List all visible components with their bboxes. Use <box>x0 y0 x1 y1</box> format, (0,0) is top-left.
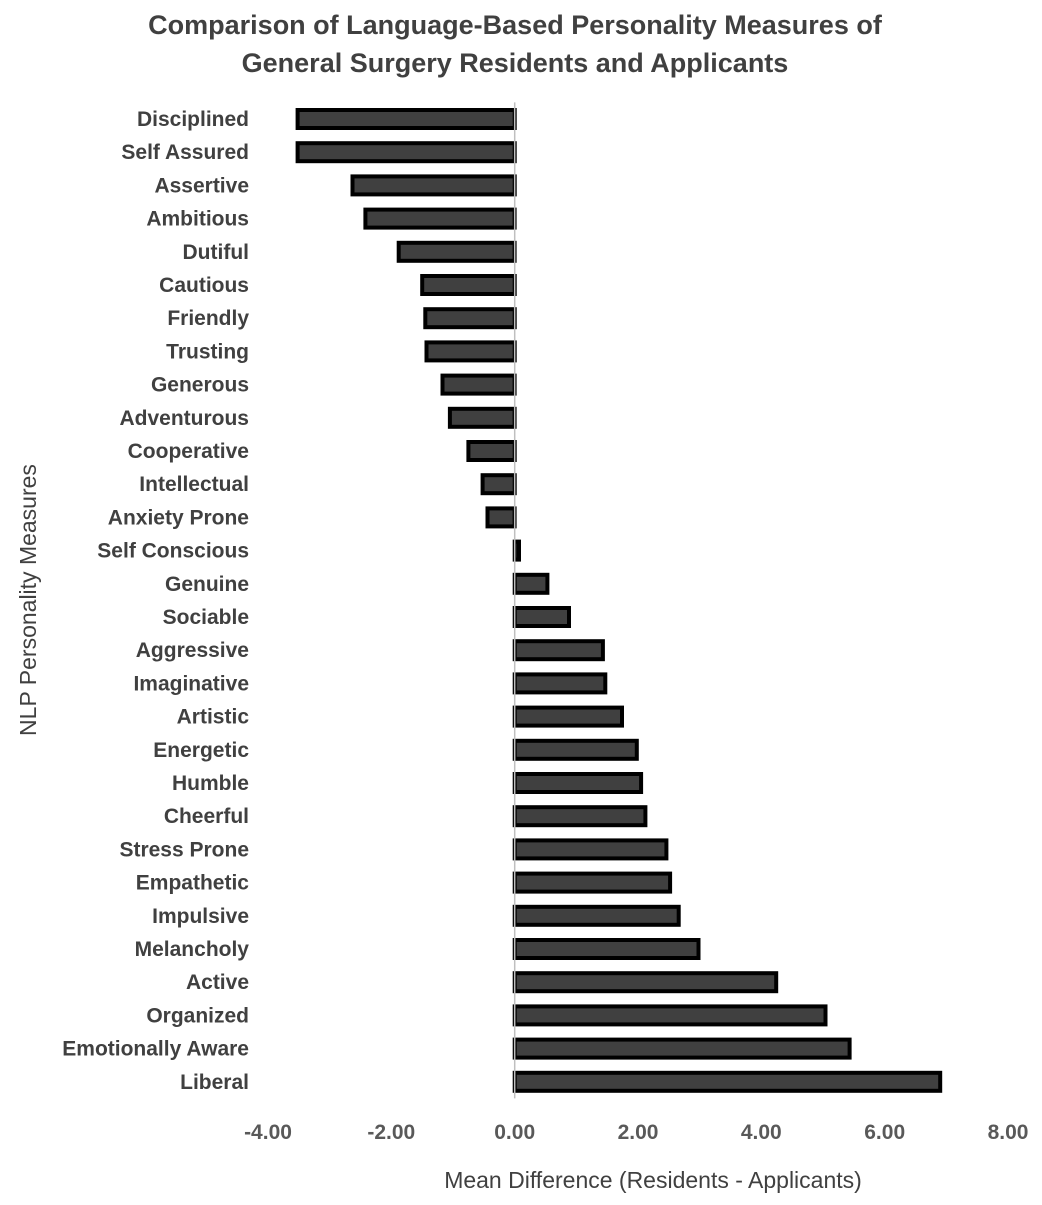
bar-genuine <box>512 572 550 595</box>
category-label-dutiful: Dutiful <box>183 241 249 264</box>
x-tick-label: 0.00 <box>494 1121 535 1144</box>
category-label-cheerful: Cheerful <box>164 805 249 828</box>
category-label-cooperative: Cooperative <box>128 440 249 463</box>
category-label-active: Active <box>186 971 249 994</box>
bar-empathetic <box>512 871 673 894</box>
category-label-adventurous: Adventurous <box>119 407 249 430</box>
category-label-generous: Generous <box>151 374 249 397</box>
category-label-energetic: Energetic <box>153 739 249 762</box>
category-label-aggressive: Aggressive <box>136 639 249 662</box>
category-label-disciplined: Disciplined <box>137 108 249 131</box>
category-label-cautious: Cautious <box>159 274 249 297</box>
bar-intellectual <box>480 473 517 496</box>
category-label-imaginative: Imaginative <box>133 672 249 695</box>
x-tick-label: 6.00 <box>864 1121 905 1144</box>
chart-title-line-2: General Surgery Residents and Applicants <box>242 48 789 78</box>
x-tick-label: 2.00 <box>618 1121 659 1144</box>
bar-friendly <box>423 307 517 330</box>
x-tick-label: -4.00 <box>244 1121 292 1144</box>
category-label-empathetic: Empathetic <box>136 872 250 895</box>
category-label-sociable: Sociable <box>163 606 249 629</box>
category-label-assertive: Assertive <box>154 174 249 197</box>
x-tick-label: -2.00 <box>367 1121 415 1144</box>
bar-organized <box>512 1004 828 1027</box>
bar-aggressive <box>512 639 605 662</box>
bar-cheerful <box>512 805 648 828</box>
bar-trusting <box>424 340 517 363</box>
x-axis-title: Mean Difference (Residents - Applicants) <box>444 1167 862 1193</box>
bar-ambitious <box>363 207 517 230</box>
y-axis-title: NLP Personality Measures <box>15 464 41 736</box>
category-label-emotionally-aware: Emotionally Aware <box>62 1038 249 1061</box>
bar-emotionally-aware <box>512 1037 852 1060</box>
category-label-self-assured: Self Assured <box>121 141 249 164</box>
category-label-humble: Humble <box>172 772 249 795</box>
bar-stress-prone <box>512 838 669 861</box>
bar-anxiety-prone <box>485 506 517 529</box>
bar-assertive <box>350 174 517 197</box>
bar-liberal <box>512 1070 943 1093</box>
bar-sociable <box>512 606 572 628</box>
category-label-melancholy: Melancholy <box>135 938 250 961</box>
bars-layer <box>295 108 943 1093</box>
category-label-liberal: Liberal <box>180 1071 249 1094</box>
bar-cautious <box>420 274 517 296</box>
category-label-trusting: Trusting <box>166 340 249 363</box>
category-label-self-conscious: Self Conscious <box>97 540 249 563</box>
category-labels: Disciplined Self Assured Assertive Ambitiou… <box>62 108 249 1094</box>
category-label-impulsive: Impulsive <box>152 905 249 928</box>
bar-cooperative <box>466 440 517 462</box>
category-label-ambitious: Ambitious <box>146 208 249 231</box>
bar-dutiful <box>396 240 517 263</box>
bar-artistic <box>512 705 625 728</box>
bar-generous <box>440 373 517 396</box>
bar-disciplined <box>295 108 517 130</box>
category-label-stress-prone: Stress Prone <box>119 838 249 861</box>
bar-impulsive <box>512 904 681 927</box>
bar-self-assured <box>295 141 517 164</box>
category-label-artistic: Artistic <box>177 706 250 729</box>
chart-title-line-1: Comparison of Language-Based Personality… <box>148 10 883 40</box>
category-label-organized: Organized <box>146 1004 249 1027</box>
bar-active <box>512 971 779 994</box>
bar-melancholy <box>512 938 701 960</box>
x-tick-label: 4.00 <box>741 1121 782 1144</box>
category-label-genuine: Genuine <box>165 573 249 596</box>
x-tick-labels: -4.00 -2.00 0.00 2.00 4.00 6.00 8.00 <box>244 1121 1028 1144</box>
bar-imaginative <box>512 672 608 695</box>
category-label-anxiety-prone: Anxiety Prone <box>108 506 249 529</box>
category-label-friendly: Friendly <box>167 307 249 330</box>
x-tick-label: 8.00 <box>988 1121 1029 1144</box>
bar-humble <box>512 772 644 794</box>
bar-energetic <box>512 738 639 761</box>
bar-adventurous <box>447 406 517 429</box>
category-label-intellectual: Intellectual <box>139 473 249 496</box>
